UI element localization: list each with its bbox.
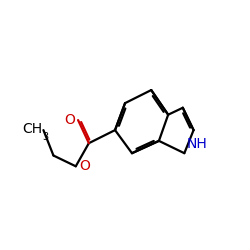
Text: CH: CH: [22, 122, 42, 136]
Text: O: O: [79, 159, 90, 173]
Text: O: O: [64, 113, 75, 127]
Text: NH: NH: [187, 137, 208, 151]
Text: 3: 3: [42, 132, 48, 142]
